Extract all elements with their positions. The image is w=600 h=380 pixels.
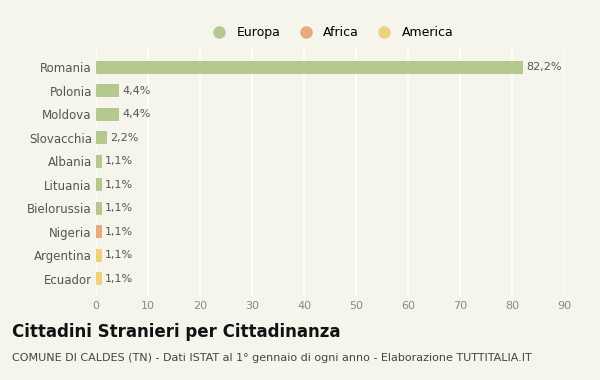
Bar <box>96 249 102 262</box>
Bar <box>96 225 102 238</box>
Text: 1,1%: 1,1% <box>105 180 133 190</box>
Bar <box>96 61 523 74</box>
Text: 4,4%: 4,4% <box>122 109 151 119</box>
Bar <box>96 84 119 97</box>
Bar <box>96 131 107 144</box>
Text: 1,1%: 1,1% <box>105 156 133 166</box>
Text: 1,1%: 1,1% <box>105 274 133 284</box>
Bar <box>96 108 119 120</box>
Text: Cittadini Stranieri per Cittadinanza: Cittadini Stranieri per Cittadinanza <box>12 323 341 341</box>
Text: 2,2%: 2,2% <box>110 133 139 142</box>
Bar <box>96 272 102 285</box>
Bar <box>96 202 102 215</box>
Bar <box>96 178 102 191</box>
Text: 1,1%: 1,1% <box>105 203 133 213</box>
Text: COMUNE DI CALDES (TN) - Dati ISTAT al 1° gennaio di ogni anno - Elaborazione TUT: COMUNE DI CALDES (TN) - Dati ISTAT al 1°… <box>12 353 532 363</box>
Text: 4,4%: 4,4% <box>122 86 151 96</box>
Bar <box>96 155 102 168</box>
Legend: Europa, Africa, America: Europa, Africa, America <box>202 21 458 44</box>
Text: 1,1%: 1,1% <box>105 227 133 237</box>
Text: 82,2%: 82,2% <box>527 62 562 72</box>
Text: 1,1%: 1,1% <box>105 250 133 260</box>
